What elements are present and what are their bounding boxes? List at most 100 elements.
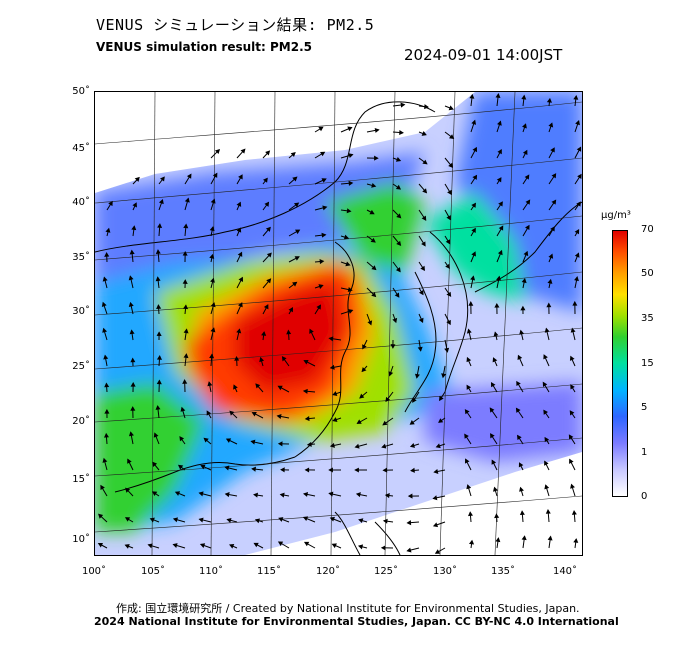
wind-arrow-head — [279, 492, 285, 498]
wind-arrow-head — [358, 518, 364, 524]
wind-arrow-head — [160, 176, 165, 182]
wind-arrow-head — [332, 417, 338, 422]
colorbar-tick: 1 — [641, 447, 648, 458]
wind-arrow-head — [435, 443, 441, 449]
wind-arrow-head — [158, 199, 164, 205]
wind-arrow-head — [464, 433, 469, 439]
wind-arrow-head — [174, 491, 181, 496]
lon-label: 130˚ — [432, 566, 458, 577]
wind-arrow-head — [238, 174, 243, 180]
wind-arrow-head — [518, 462, 524, 468]
wind-arrow-head — [155, 405, 161, 410]
wind-arrow-head — [153, 432, 159, 438]
wind-arrow-head — [234, 355, 240, 361]
wind-arrow-head — [382, 420, 388, 426]
wind-arrow-head — [295, 229, 301, 235]
wind-arrow-head — [318, 126, 324, 132]
wind-arrow-head — [226, 518, 232, 523]
wind-arrow-head — [354, 467, 359, 473]
wind-arrow-head — [521, 94, 527, 100]
wind-arrow-head — [523, 250, 529, 257]
wind-arrow-head — [288, 307, 294, 313]
wind-arrow-head — [128, 301, 134, 307]
wind-arrow-head — [522, 149, 528, 156]
wind-arrow-head — [388, 371, 394, 377]
wind-arrow-head — [577, 173, 582, 179]
wind-arrow-head — [466, 356, 472, 363]
wind-arrow-head — [182, 279, 188, 284]
wind-arrow-head — [417, 346, 423, 352]
wind-arrow-head — [229, 544, 235, 549]
wind-arrow-head — [548, 253, 554, 259]
wind-arrow-head — [156, 379, 162, 385]
wind-arrow-head — [128, 275, 134, 281]
wind-arrow-head — [331, 543, 337, 549]
wind-arrow-head — [421, 131, 427, 136]
wind-arrow-head — [371, 292, 377, 298]
wind-arrow-head — [306, 441, 312, 447]
wind-arrow-head — [362, 344, 367, 350]
wind-arrow-head — [233, 384, 238, 390]
wind-arrow-head — [236, 328, 242, 334]
wind-arrow-head — [157, 223, 163, 228]
wind-arrow-head — [277, 385, 283, 391]
wind-arrow-head — [224, 492, 230, 498]
wind-arrow-head — [348, 309, 354, 314]
wind-arrow-head — [225, 438, 232, 443]
wind-arrow-head — [497, 120, 502, 126]
wind-arrow-head — [224, 465, 230, 471]
wind-arrow-head — [108, 200, 113, 207]
wind-arrow-head — [468, 539, 475, 545]
wind-arrow-head — [469, 93, 475, 99]
wind-arrow-head — [184, 197, 190, 203]
wind-arrow-head — [544, 436, 550, 443]
wind-arrow-head — [210, 327, 216, 333]
map-panel — [94, 91, 583, 556]
wind-arrow-head — [466, 328, 472, 334]
wind-arrow-head — [409, 420, 415, 425]
map-canvas — [95, 92, 582, 555]
lat-label: 25˚ — [72, 361, 90, 372]
wind-arrow-head — [568, 434, 574, 440]
wind-arrow-head — [494, 513, 500, 519]
wind-arrow-head — [321, 232, 327, 238]
wind-arrow-head — [198, 517, 204, 523]
wind-arrow-head — [207, 381, 213, 387]
wind-arrow-head — [147, 543, 153, 549]
wind-arrow-head — [520, 305, 526, 311]
wind-arrow-head — [212, 172, 218, 178]
wind-arrow-head — [198, 491, 204, 497]
wind-arrow-head — [496, 177, 502, 183]
lon-label: 105˚ — [140, 566, 166, 577]
wind-arrow-head — [261, 331, 267, 336]
wind-arrow-head — [410, 467, 415, 473]
wind-arrow-head — [263, 177, 268, 183]
wind-arrow-head — [570, 327, 576, 333]
wind-arrow-head — [489, 407, 495, 413]
lat-label: 45˚ — [72, 143, 90, 154]
wind-arrow-head — [124, 544, 130, 549]
wind-arrow-head — [179, 436, 185, 442]
wind-arrow-head — [406, 520, 412, 526]
wind-arrow-head — [574, 229, 580, 235]
wind-arrow-head — [399, 130, 404, 135]
wind-arrow-head — [103, 354, 109, 360]
wind-arrow-head — [319, 259, 325, 265]
wind-arrow-head — [544, 327, 550, 333]
wind-arrow-head — [238, 302, 243, 308]
wind-arrow-head — [525, 224, 530, 231]
wind-arrow-head — [515, 407, 521, 413]
wind-arrow-head — [309, 328, 314, 334]
wind-arrow-head — [496, 275, 502, 281]
colorbar — [612, 230, 628, 497]
wind-arrow-head — [394, 292, 400, 298]
wind-arrow-head — [128, 431, 134, 437]
wind-arrow-head — [356, 419, 362, 424]
wind-arrow-head — [152, 461, 158, 467]
wind-arrow-head — [294, 256, 300, 261]
wind-arrow-head — [432, 522, 439, 528]
wind-arrow-head — [370, 237, 376, 243]
wind-arrow-head — [490, 382, 496, 388]
wind-arrow-head — [466, 484, 472, 490]
wind-arrow-head — [519, 486, 524, 492]
